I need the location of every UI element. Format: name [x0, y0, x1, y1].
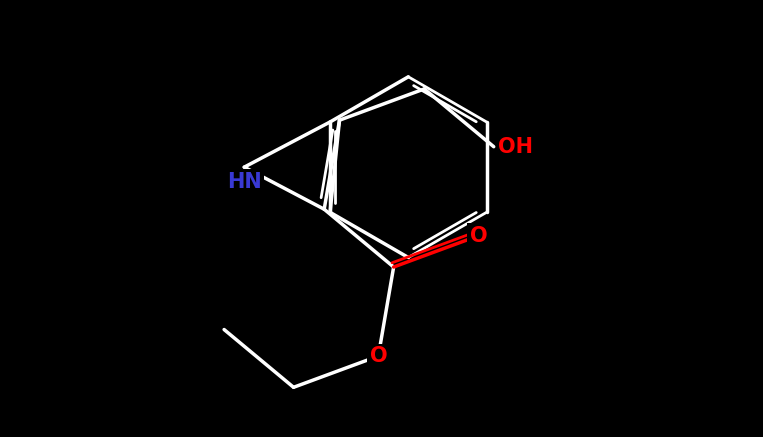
- Text: O: O: [369, 346, 387, 366]
- Text: OH: OH: [498, 137, 533, 157]
- Text: HN: HN: [227, 172, 262, 192]
- Text: O: O: [469, 226, 488, 246]
